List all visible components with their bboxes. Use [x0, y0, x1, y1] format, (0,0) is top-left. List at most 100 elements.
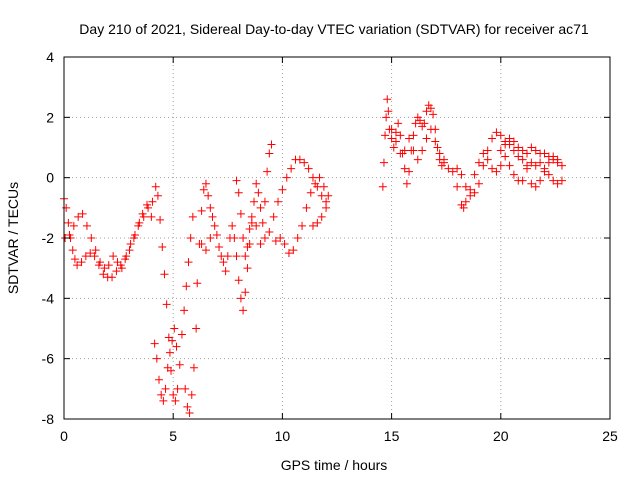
data-point — [201, 179, 210, 188]
data-point — [298, 221, 307, 230]
data-point — [523, 149, 532, 158]
data-point — [260, 197, 269, 206]
data-point — [208, 212, 217, 221]
data-point — [161, 384, 170, 393]
data-point — [405, 167, 414, 176]
data-point — [429, 110, 438, 119]
data-point — [387, 134, 396, 143]
data-point — [243, 243, 252, 252]
data-point — [322, 203, 331, 212]
data-point — [527, 158, 536, 167]
data-point — [109, 252, 118, 261]
data-point — [189, 363, 198, 372]
data-point — [173, 384, 182, 393]
data-point — [223, 252, 232, 261]
data-point — [86, 249, 95, 258]
data-point — [426, 125, 435, 134]
data-point — [444, 164, 453, 173]
data-point — [492, 167, 501, 176]
data-point — [488, 134, 497, 143]
data-point — [180, 306, 189, 315]
data-point — [317, 212, 326, 221]
data-point — [448, 167, 457, 176]
data-point — [453, 164, 462, 173]
y-axis-label: SDTVAR / TECUs — [5, 182, 21, 294]
data-point — [169, 390, 178, 399]
data-point — [409, 146, 418, 155]
data-point — [304, 164, 313, 173]
data-point — [256, 203, 265, 212]
data-point — [70, 255, 79, 264]
data-point — [68, 246, 77, 255]
data-point — [378, 182, 387, 191]
data-point — [206, 234, 215, 242]
data-point — [453, 182, 462, 191]
data-point — [426, 104, 435, 113]
data-point — [315, 173, 324, 182]
data-point — [153, 191, 162, 200]
data-point — [544, 158, 553, 167]
data-point — [391, 128, 400, 137]
data-point — [230, 234, 239, 242]
data-point — [187, 390, 196, 399]
data-point — [400, 146, 409, 155]
data-point — [177, 330, 186, 339]
data-point — [260, 234, 269, 242]
data-point — [73, 261, 82, 270]
data-point — [389, 143, 398, 152]
data-point — [108, 273, 117, 282]
data-point — [252, 221, 261, 230]
data-point — [184, 258, 193, 267]
data-point — [289, 246, 298, 255]
data-point — [474, 158, 483, 167]
data-point — [151, 182, 160, 191]
data-point — [505, 134, 514, 143]
data-point — [182, 282, 191, 291]
data-point — [162, 300, 171, 309]
data-point — [265, 149, 274, 158]
x-tick-label: 20 — [493, 428, 509, 444]
data-point — [422, 134, 431, 143]
data-point — [157, 390, 166, 399]
data-point — [466, 185, 475, 194]
data-point — [293, 234, 302, 242]
data-point — [540, 167, 549, 176]
data-point — [197, 240, 206, 249]
data-point — [170, 324, 179, 333]
data-point — [492, 128, 501, 137]
data-point — [396, 131, 405, 140]
data-point — [250, 197, 259, 206]
x-tick-label: 10 — [275, 428, 291, 444]
data-point — [254, 188, 263, 197]
data-point — [474, 179, 483, 188]
data-point — [379, 158, 388, 167]
data-point — [420, 119, 429, 128]
y-tick-label: 2 — [46, 109, 54, 125]
data-point — [387, 125, 396, 134]
data-point — [531, 146, 540, 155]
data-point — [139, 212, 148, 221]
chart-title: Day 210 of 2021, Sidereal Day-to-day VTE… — [79, 21, 589, 37]
data-point — [422, 107, 431, 116]
data-point — [509, 170, 518, 179]
data-point — [126, 240, 135, 249]
data-point — [252, 179, 261, 188]
data-point — [287, 164, 296, 173]
data-point — [269, 212, 278, 221]
data-point — [243, 264, 252, 273]
x-tick-label: 25 — [602, 428, 618, 444]
data-point — [479, 149, 488, 158]
data-point — [544, 170, 553, 179]
data-point — [278, 185, 287, 194]
data-point — [300, 158, 309, 167]
data-point — [553, 155, 562, 164]
data-point — [384, 107, 393, 116]
data-point — [215, 243, 224, 252]
data-point — [531, 182, 540, 191]
data-point — [77, 258, 86, 267]
data-point — [411, 119, 420, 128]
data-point — [135, 218, 144, 227]
data-point — [204, 191, 213, 200]
data-point — [258, 218, 267, 227]
